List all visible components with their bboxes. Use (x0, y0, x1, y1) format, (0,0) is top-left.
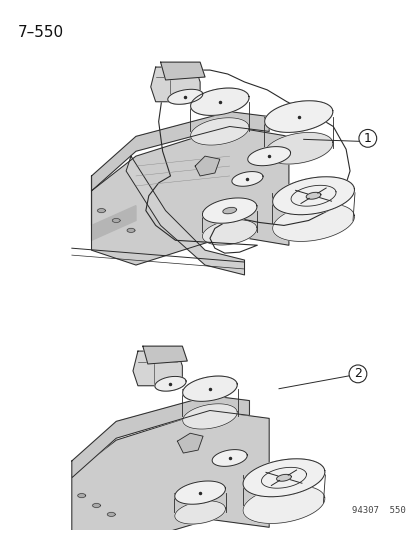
Polygon shape (202, 198, 256, 223)
Text: 2: 2 (353, 367, 361, 381)
Polygon shape (190, 88, 249, 116)
Polygon shape (107, 512, 115, 516)
Polygon shape (272, 204, 354, 241)
Polygon shape (167, 90, 202, 104)
Polygon shape (247, 147, 290, 166)
Polygon shape (242, 459, 324, 497)
Polygon shape (91, 111, 268, 191)
Polygon shape (126, 156, 244, 275)
Polygon shape (182, 404, 237, 429)
Polygon shape (272, 177, 354, 215)
Polygon shape (174, 481, 225, 504)
Polygon shape (242, 486, 324, 523)
Polygon shape (72, 395, 249, 478)
Polygon shape (150, 67, 199, 102)
Polygon shape (154, 376, 185, 391)
Polygon shape (202, 220, 256, 245)
Text: 7–550: 7–550 (17, 25, 64, 39)
Polygon shape (93, 504, 100, 507)
Polygon shape (97, 208, 105, 213)
Polygon shape (133, 351, 182, 386)
Polygon shape (91, 126, 288, 265)
Polygon shape (174, 501, 225, 524)
Polygon shape (231, 172, 262, 186)
Polygon shape (72, 410, 268, 533)
Text: 1: 1 (363, 132, 371, 145)
Polygon shape (211, 450, 247, 466)
Polygon shape (264, 101, 332, 132)
Polygon shape (276, 474, 291, 481)
Text: 94307  550: 94307 550 (351, 506, 404, 515)
Polygon shape (177, 433, 202, 453)
Polygon shape (78, 494, 85, 498)
Polygon shape (112, 219, 120, 222)
Polygon shape (91, 176, 135, 240)
Polygon shape (160, 62, 204, 80)
Polygon shape (195, 156, 219, 176)
Polygon shape (264, 132, 332, 164)
Polygon shape (142, 346, 187, 364)
Polygon shape (190, 118, 249, 145)
Polygon shape (127, 229, 135, 232)
Polygon shape (182, 376, 237, 401)
Polygon shape (222, 207, 236, 214)
Polygon shape (306, 192, 320, 199)
